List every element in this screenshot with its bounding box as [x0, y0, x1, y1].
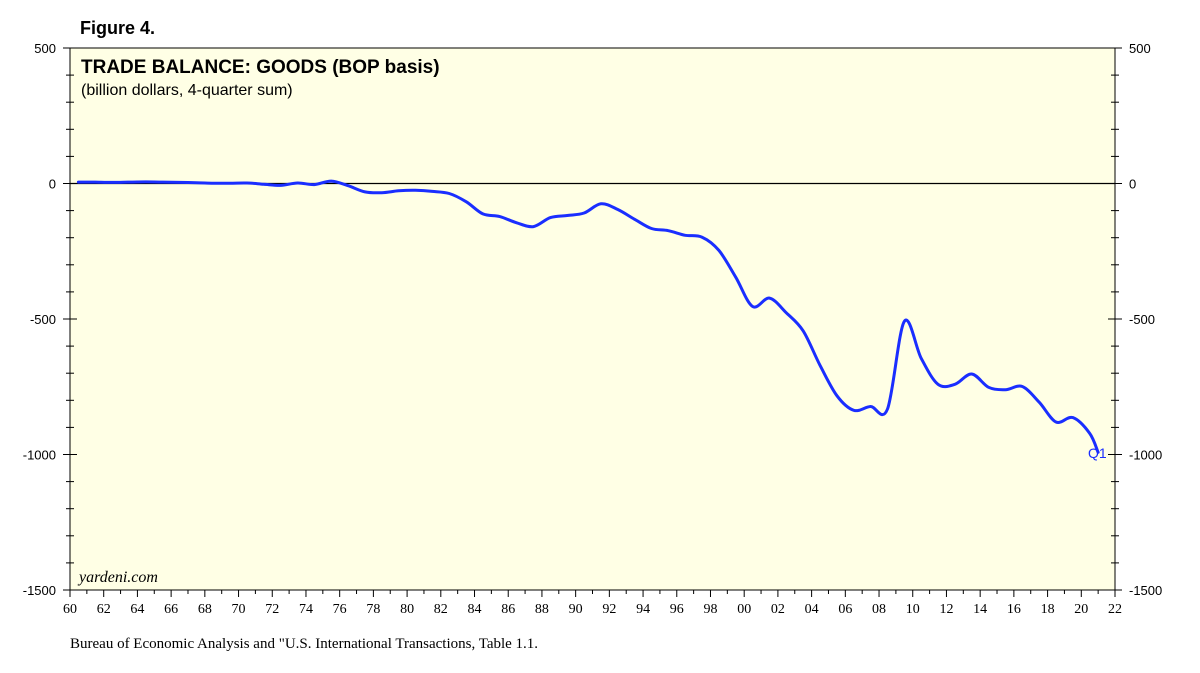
x-tick-label: 62 [97, 602, 111, 617]
x-tick-label: 76 [333, 602, 347, 617]
end-label-q1: Q1 [1088, 445, 1107, 461]
x-tick-label: 96 [670, 602, 684, 617]
y-tick-label-right: 0 [1129, 177, 1136, 192]
x-tick-label: 86 [501, 602, 515, 617]
x-tick-label: 72 [265, 602, 279, 617]
x-tick-label: 74 [299, 602, 313, 617]
x-tick-label: 92 [602, 602, 616, 617]
x-tick-label: 90 [569, 602, 583, 617]
x-tick-label: 18 [1041, 602, 1055, 617]
x-tick-label: 04 [805, 602, 819, 617]
x-tick-label: 06 [838, 602, 852, 617]
y-tick-label-left: -1000 [23, 448, 56, 463]
x-tick-label: 70 [232, 602, 246, 617]
x-tick-label: 22 [1108, 602, 1122, 617]
plot-area [70, 48, 1115, 590]
x-tick-label: 98 [703, 602, 717, 617]
y-tick-label-right: -1500 [1129, 583, 1162, 598]
x-tick-label: 12 [939, 602, 953, 617]
x-tick-label: 10 [906, 602, 920, 617]
chart-subtitle: (billion dollars, 4-quarter sum) [81, 82, 293, 99]
x-tick-label: 68 [198, 602, 212, 617]
y-tick-label-left: 500 [34, 41, 56, 56]
source-note: Bureau of Economic Analysis and "U.S. In… [70, 636, 538, 653]
x-tick-label: 82 [434, 602, 448, 617]
x-tick-label: 66 [164, 602, 178, 617]
x-tick-label: 20 [1074, 602, 1088, 617]
y-axis-left: 500 0 -500 -1000 -1500 [23, 41, 77, 598]
x-tick-label: 00 [737, 602, 751, 617]
x-tick-label: 88 [535, 602, 549, 617]
x-axis: 60 62 64 66 68 70 72 74 76 78 80 82 84 86 88 90 92 94 96 98… [63, 590, 1122, 617]
chart-title: TRADE BALANCE: GOODS (BOP basis) [81, 57, 440, 78]
x-tick-label: 08 [872, 602, 886, 617]
x-tick-label: 16 [1007, 602, 1021, 617]
y-axis-right: 500 0 -500 -1000 -1500 [1108, 41, 1162, 598]
x-tick-label: 64 [130, 602, 144, 617]
x-tick-label: 94 [636, 602, 650, 617]
x-tick-label: 84 [468, 602, 482, 617]
x-tick-label: 60 [63, 602, 77, 617]
y-tick-label-right: -500 [1129, 312, 1155, 327]
x-tick-label: 80 [400, 602, 414, 617]
y-tick-label-right: -1000 [1129, 448, 1162, 463]
x-tick-label: 78 [366, 602, 380, 617]
y-tick-label-left: -1500 [23, 583, 56, 598]
watermark-yardeni: yardeni.com [77, 569, 158, 586]
x-tick-label: 14 [973, 602, 987, 617]
x-tick-label: 02 [771, 602, 785, 617]
trade-balance-chart: 500 0 -500 -1000 -1500 500 0 -500 -1000 -1500 60… [0, 0, 1200, 673]
y-tick-label-left: 0 [49, 177, 56, 192]
y-tick-label-right: 500 [1129, 41, 1151, 56]
y-tick-label-left: -500 [30, 312, 56, 327]
